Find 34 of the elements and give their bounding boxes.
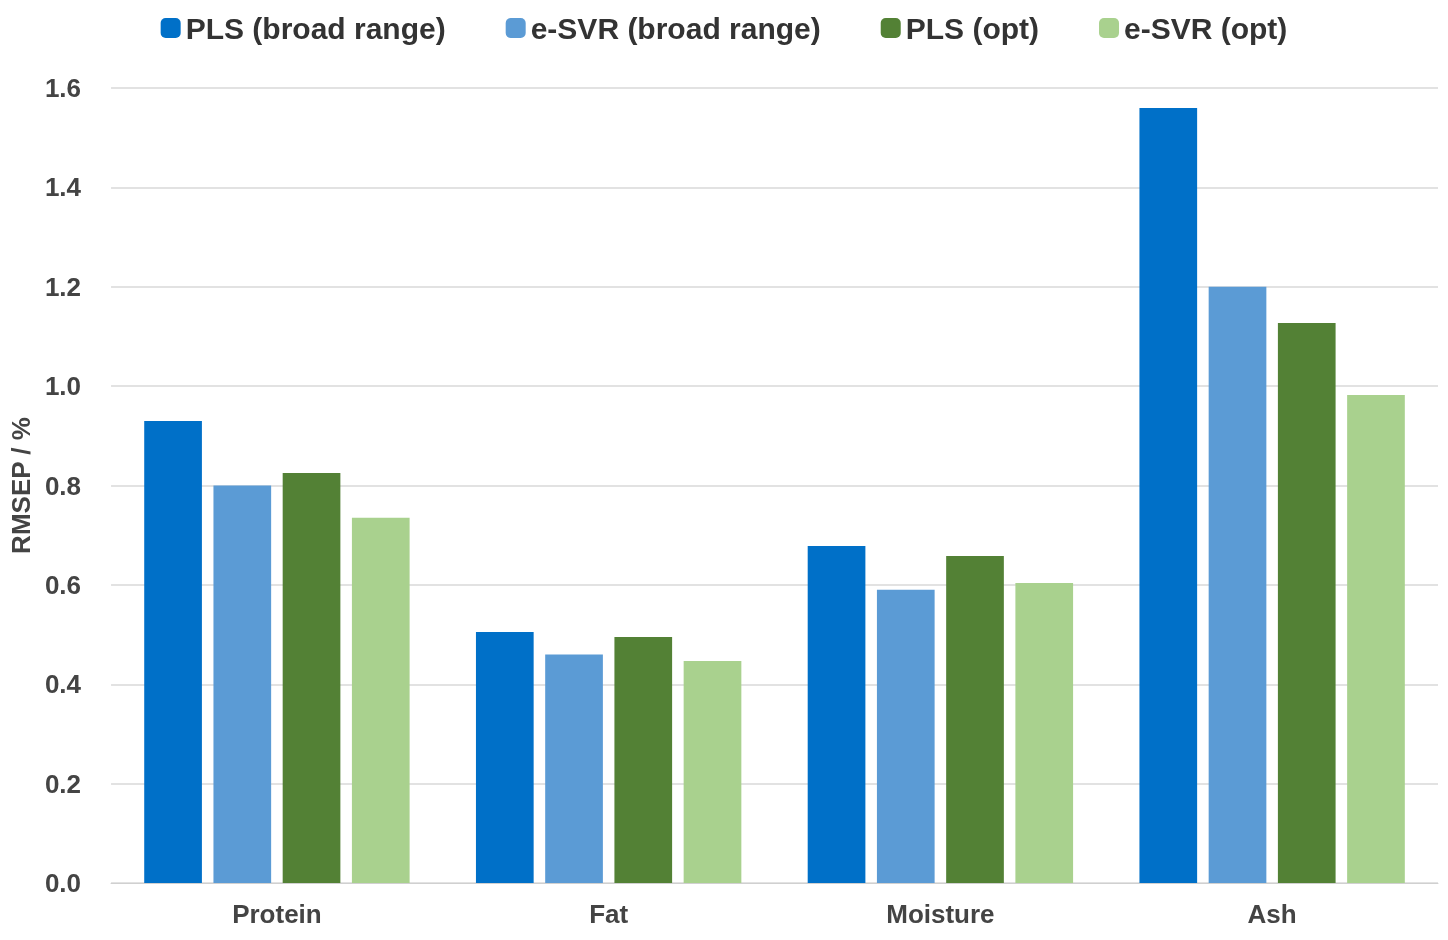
bar	[213, 485, 272, 883]
bar	[876, 589, 935, 883]
y-tick-label: 1.4	[44, 172, 82, 203]
bar	[351, 517, 410, 883]
x-tick-label: Moisture	[886, 899, 995, 929]
bar	[1139, 107, 1198, 883]
legend-label: PLS (opt)	[905, 11, 1040, 45]
bar	[1208, 286, 1267, 883]
y-tick-label: 0.4	[44, 669, 82, 700]
bar	[1015, 582, 1074, 883]
bar	[475, 632, 534, 883]
legend-label: e-SVR (opt)	[1124, 11, 1288, 45]
bar	[807, 546, 866, 883]
bar	[545, 654, 603, 883]
bar	[1277, 323, 1336, 883]
bar	[1347, 395, 1405, 883]
y-tick-label: 0.2	[44, 768, 82, 799]
y-tick-label: 1.2	[44, 271, 82, 302]
bar	[614, 637, 673, 883]
y-tick-label: 1.0	[44, 371, 82, 402]
bar	[683, 660, 742, 883]
y-tick-label: 0.0	[44, 868, 82, 898]
legend-label: e-SVR (broad range)	[530, 11, 821, 45]
y-axis-title: RMSEP / %	[6, 417, 36, 554]
bar	[144, 420, 202, 883]
legend-label: PLS (broad range)	[185, 11, 446, 45]
y-tick-label: 1.6	[44, 73, 82, 103]
x-tick-label: Protein	[232, 899, 322, 929]
x-tick-label: Ash	[1247, 899, 1297, 929]
y-tick-label: 0.8	[44, 470, 82, 501]
bar	[282, 473, 341, 883]
bar	[946, 556, 1004, 883]
y-tick-label: 0.6	[44, 569, 82, 600]
x-tick-label: Fat	[589, 899, 629, 929]
